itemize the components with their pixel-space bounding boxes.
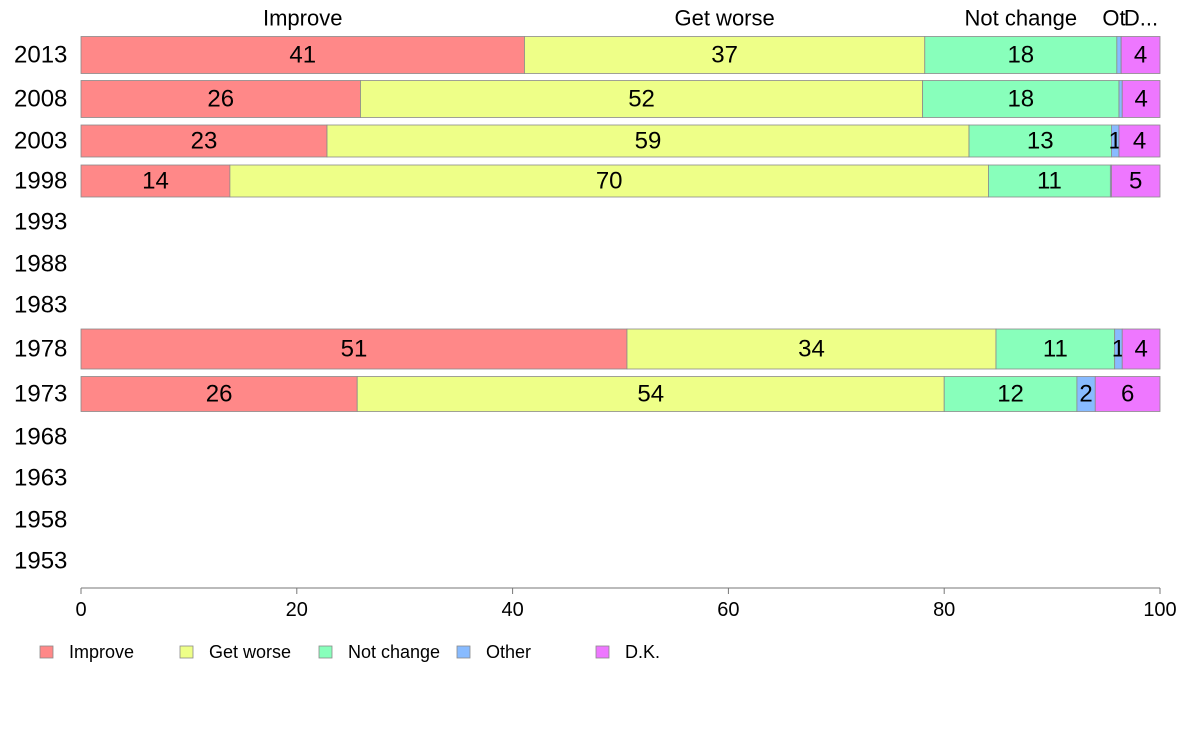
year-label-1978: 1978: [14, 336, 67, 363]
data-label-2003-improve: 23: [191, 128, 218, 155]
data-label-1978-get-worse: 34: [798, 336, 825, 363]
legend-label-improve: Improve: [69, 642, 134, 662]
data-label-2003-not-change: 13: [1027, 128, 1054, 155]
data-label-1998-not-change: 11: [1037, 168, 1062, 195]
header-label-d-k: D...: [1124, 6, 1158, 31]
bars: 41 37 18 426 52 18 423 59 13 1 414 70 11 551 34 11 1 426 5…: [80, 36, 1161, 412]
data-label-2013-get-worse: 37: [711, 42, 738, 69]
data-label-2008-d-k: 4: [1134, 86, 1147, 113]
bar-1973-improve: [80, 376, 358, 412]
bar-1998-improve: [80, 164, 231, 198]
bar-1998-not-change: [988, 164, 1111, 198]
year-label-1998: 1998: [14, 168, 67, 195]
bar-2003-improve: [80, 124, 328, 158]
data-label-1973-improve: 26: [206, 381, 233, 408]
legend-swatch-d-k: [595, 645, 610, 659]
data-label-2003-get-worse: 59: [635, 128, 662, 155]
x-tick-label-20: 20: [286, 599, 308, 621]
bar-2013-improve: [80, 36, 525, 74]
header-label-not-change: Not change: [965, 6, 1078, 31]
year-label-1958: 1958: [14, 507, 67, 534]
year-label-1993: 1993: [14, 209, 67, 236]
bar-2008-other: [1118, 80, 1123, 118]
data-label-2013-not-change: 18: [1007, 42, 1034, 69]
x-tick-label-100: 100: [1143, 599, 1176, 621]
x-tick-label-60: 60: [717, 599, 739, 621]
year-label-2003: 2003: [14, 128, 67, 155]
header-label-improve: Improve: [263, 6, 342, 31]
year-label-1983: 1983: [14, 292, 67, 319]
data-label-2003-other: 1: [1109, 128, 1122, 155]
x-tick-label-0: 0: [75, 599, 86, 621]
data-label-1973-not-change: 12: [997, 381, 1024, 408]
data-label-1973-other: 2: [1079, 381, 1092, 408]
x-tick-label-40: 40: [501, 599, 523, 621]
data-label-1998-d-k: 5: [1129, 168, 1142, 195]
legend-label-not-change: Not change: [348, 642, 440, 662]
bar-2008-improve: [80, 80, 361, 118]
bar-1978-not-change: [995, 328, 1116, 370]
year-label-2008: 2008: [14, 86, 67, 113]
x-tick-label-80: 80: [933, 599, 955, 621]
series-header-labels: Improve Get worse Not change OtD...: [263, 6, 1158, 31]
bar-1998-get-worse: [229, 164, 989, 198]
bar-2013-other: [1116, 36, 1122, 74]
legend-swatch-improve: [39, 645, 54, 659]
data-label-1973-get-worse: 54: [637, 381, 664, 408]
bar-2008-get-worse: [360, 80, 924, 118]
legend-swatch-not-change: [318, 645, 333, 659]
bar-1978-d-k: [1121, 328, 1161, 370]
year-label-1988: 1988: [14, 251, 67, 278]
data-label-1978-other: 1: [1112, 336, 1125, 363]
data-label-2013-d-k: 4: [1134, 42, 1147, 69]
data-label-2008-improve: 26: [207, 86, 234, 113]
bar-1973-not-change: [943, 376, 1078, 412]
data-label-2013-improve: 41: [289, 42, 316, 69]
legend: Improve Get worse Not change Other D.K.: [39, 642, 660, 662]
x-axis: 0 20 40 60 80 100: [75, 587, 1177, 621]
data-label-1973-d-k: 6: [1121, 381, 1134, 408]
data-label-1978-not-change: 11: [1043, 336, 1068, 363]
bar-2013-not-change: [924, 36, 1118, 74]
data-label-1978-d-k: 4: [1134, 336, 1147, 363]
header-label-other: Ot: [1102, 6, 1125, 31]
header-label-get-worse: Get worse: [674, 6, 774, 31]
legend-label-d-k: D.K.: [625, 642, 660, 662]
category-labels: 2013 2008 2003 1998 1993 1988 1983 1978 1973 1968…: [14, 42, 67, 575]
bar-2013-d-k: [1120, 36, 1161, 74]
data-label-1998-get-worse: 70: [596, 168, 623, 195]
legend-label-other: Other: [486, 642, 531, 662]
bar-1998-d-k: [1111, 164, 1161, 198]
year-label-1968: 1968: [14, 424, 67, 451]
data-label-2008-get-worse: 52: [628, 86, 655, 113]
legend-swatch-other: [456, 645, 471, 659]
bar-1973-get-worse: [356, 376, 945, 412]
legend-swatch-get-worse: [179, 645, 194, 659]
year-label-1953: 1953: [14, 548, 67, 575]
data-label-2003-d-k: 4: [1133, 128, 1146, 155]
bar-2003-d-k: [1118, 124, 1161, 158]
data-label-2008-not-change: 18: [1007, 86, 1034, 113]
bar-2013-get-worse: [524, 36, 926, 74]
data-label-1998-improve: 14: [142, 168, 169, 195]
bar-2008-d-k: [1121, 80, 1161, 118]
bar-1973-d-k: [1094, 376, 1161, 412]
legend-label-get-worse: Get worse: [209, 642, 291, 662]
year-label-1973: 1973: [14, 381, 67, 408]
year-label-2013: 2013: [14, 42, 67, 69]
bar-1978-improve: [80, 328, 628, 370]
year-label-1963: 1963: [14, 465, 67, 492]
bar-2008-not-change: [922, 80, 1120, 118]
data-label-1978-improve: 51: [341, 336, 368, 363]
bar-2003-get-worse: [326, 124, 970, 158]
bar-1978-get-worse: [626, 328, 997, 370]
